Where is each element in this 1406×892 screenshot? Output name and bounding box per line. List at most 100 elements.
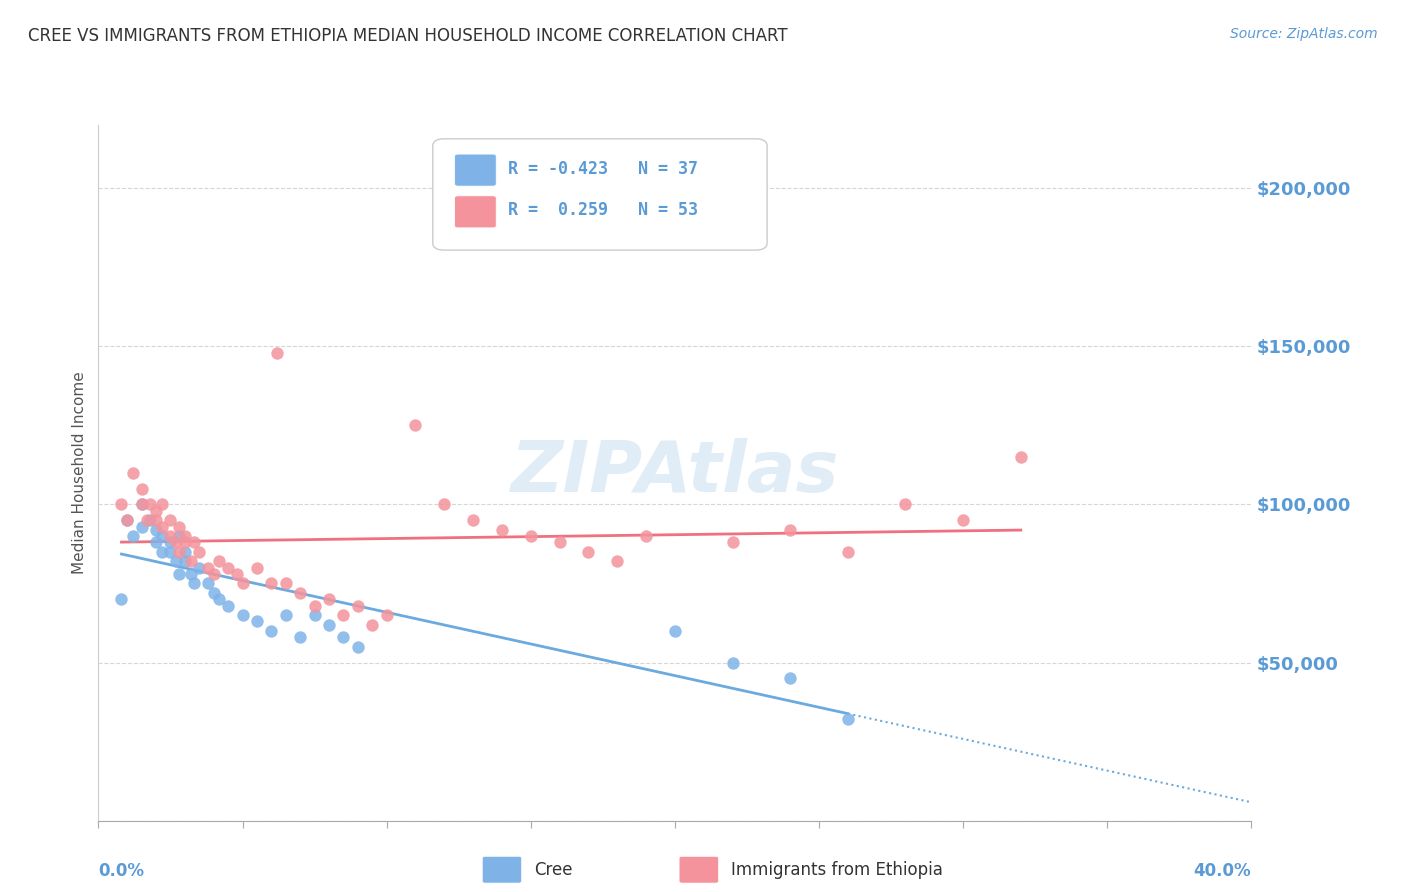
Point (290, 586, 312, 600)
Point (131, 519, 153, 533)
Point (145, 513, 167, 527)
Point (202, 586, 225, 600)
Point (304, 608, 326, 623)
Point (217, 560, 239, 574)
Point (779, 671, 801, 685)
Point (180, 554, 202, 568)
Text: 0.0%: 0.0% (98, 863, 145, 880)
Point (150, 497, 173, 511)
Point (332, 630, 354, 644)
FancyBboxPatch shape (454, 196, 496, 227)
Point (167, 566, 190, 581)
Point (180, 566, 202, 581)
Y-axis label: Median Household Income: Median Household Income (72, 371, 87, 574)
Point (122, 466, 145, 480)
Point (246, 615, 269, 629)
Point (131, 497, 153, 511)
Point (346, 640, 368, 654)
Point (217, 599, 239, 613)
Text: Immigrants from Ethiopia: Immigrants from Ethiopia (731, 861, 943, 879)
Text: R =  0.259   N = 53: R = 0.259 N = 53 (508, 202, 697, 219)
Point (274, 576, 297, 591)
Point (117, 513, 138, 527)
Point (159, 513, 181, 527)
Point (165, 535, 187, 549)
Point (952, 513, 974, 527)
Point (197, 576, 219, 591)
Point (167, 545, 190, 559)
Text: ZIPAtlas: ZIPAtlas (510, 438, 839, 508)
Point (721, 535, 744, 549)
Point (274, 608, 297, 623)
Point (145, 535, 167, 549)
Point (150, 519, 173, 533)
Point (318, 617, 340, 632)
Point (361, 617, 384, 632)
Point (174, 554, 197, 568)
Point (208, 554, 231, 568)
Point (461, 513, 484, 527)
Point (145, 504, 167, 518)
Point (150, 545, 173, 559)
Point (405, 418, 427, 433)
FancyBboxPatch shape (454, 154, 496, 186)
Point (208, 592, 231, 607)
Point (165, 554, 187, 568)
Point (260, 624, 283, 638)
Point (188, 545, 211, 559)
Point (346, 599, 368, 613)
Point (150, 529, 173, 543)
Point (491, 523, 513, 537)
Point (246, 560, 269, 574)
Point (197, 560, 219, 574)
Point (188, 560, 211, 574)
Point (520, 529, 543, 543)
Text: 40.0%: 40.0% (1194, 863, 1251, 880)
Point (260, 576, 283, 591)
Point (174, 529, 197, 543)
FancyBboxPatch shape (433, 139, 768, 250)
Point (202, 566, 225, 581)
Point (231, 608, 254, 623)
Point (332, 608, 354, 623)
Point (167, 529, 190, 543)
Point (110, 497, 132, 511)
Point (131, 482, 153, 496)
Point (721, 656, 744, 670)
Point (779, 523, 801, 537)
Point (136, 513, 159, 527)
Point (183, 576, 205, 591)
Point (131, 497, 153, 511)
Point (139, 513, 162, 527)
Point (894, 497, 917, 511)
Text: R = -0.423   N = 37: R = -0.423 N = 37 (508, 160, 697, 178)
Point (318, 592, 340, 607)
Point (174, 535, 197, 549)
Point (159, 535, 181, 549)
Point (606, 554, 628, 568)
Point (433, 497, 456, 511)
Point (1010, 450, 1032, 464)
Text: Cree: Cree (534, 861, 572, 879)
Point (636, 529, 658, 543)
Point (290, 630, 312, 644)
Point (117, 513, 138, 527)
Point (837, 713, 859, 727)
Point (183, 535, 205, 549)
Point (174, 545, 197, 559)
Point (375, 608, 398, 623)
Point (304, 599, 326, 613)
Point (159, 529, 181, 543)
Point (167, 519, 190, 533)
Point (837, 545, 859, 559)
Point (231, 576, 254, 591)
Point (266, 345, 288, 359)
Point (139, 497, 162, 511)
Point (664, 624, 686, 638)
Point (122, 529, 145, 543)
Point (578, 545, 600, 559)
Point (548, 535, 571, 549)
Point (110, 592, 132, 607)
Text: CREE VS IMMIGRANTS FROM ETHIOPIA MEDIAN HOUSEHOLD INCOME CORRELATION CHART: CREE VS IMMIGRANTS FROM ETHIOPIA MEDIAN … (28, 27, 787, 45)
Text: Source: ZipAtlas.com: Source: ZipAtlas.com (1230, 27, 1378, 41)
